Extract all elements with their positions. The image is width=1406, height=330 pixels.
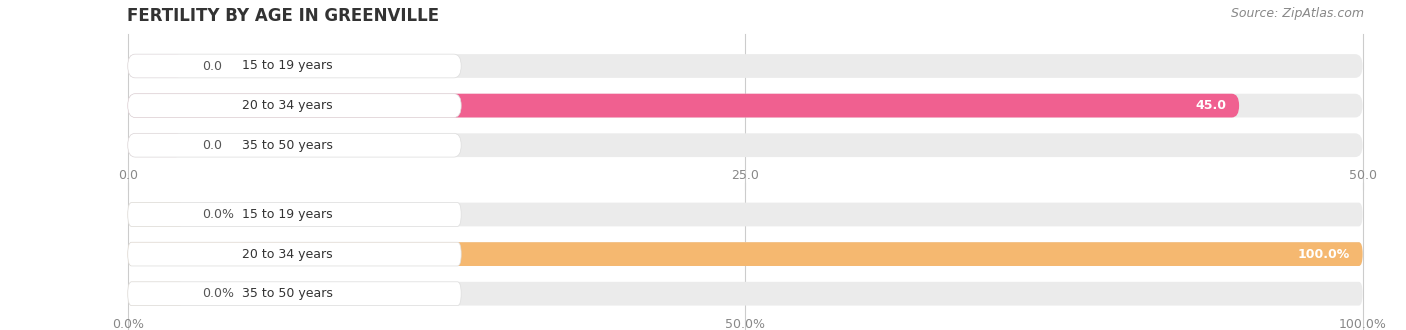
Text: FERTILITY BY AGE IN GREENVILLE: FERTILITY BY AGE IN GREENVILLE bbox=[127, 7, 439, 25]
FancyBboxPatch shape bbox=[128, 133, 183, 157]
FancyBboxPatch shape bbox=[128, 94, 1362, 117]
FancyBboxPatch shape bbox=[128, 242, 1362, 266]
Text: 15 to 19 years: 15 to 19 years bbox=[242, 208, 333, 221]
FancyBboxPatch shape bbox=[128, 94, 1239, 117]
Text: 35 to 50 years: 35 to 50 years bbox=[242, 139, 333, 152]
Text: 100.0%: 100.0% bbox=[1298, 248, 1350, 261]
Text: Source: ZipAtlas.com: Source: ZipAtlas.com bbox=[1230, 7, 1364, 19]
Text: 0.0: 0.0 bbox=[202, 59, 222, 73]
FancyBboxPatch shape bbox=[128, 242, 461, 266]
Text: 45.0: 45.0 bbox=[1195, 99, 1227, 112]
Text: 0.0: 0.0 bbox=[202, 139, 222, 152]
FancyBboxPatch shape bbox=[128, 94, 461, 117]
Text: 20 to 34 years: 20 to 34 years bbox=[242, 248, 333, 261]
FancyBboxPatch shape bbox=[128, 282, 461, 306]
FancyBboxPatch shape bbox=[128, 133, 461, 157]
FancyBboxPatch shape bbox=[128, 54, 1362, 78]
Text: 35 to 50 years: 35 to 50 years bbox=[242, 287, 333, 300]
Text: 15 to 19 years: 15 to 19 years bbox=[242, 59, 333, 73]
FancyBboxPatch shape bbox=[128, 54, 461, 78]
FancyBboxPatch shape bbox=[128, 242, 1362, 266]
FancyBboxPatch shape bbox=[128, 203, 1362, 226]
FancyBboxPatch shape bbox=[128, 282, 1362, 306]
Text: 20 to 34 years: 20 to 34 years bbox=[242, 99, 333, 112]
FancyBboxPatch shape bbox=[128, 203, 183, 226]
FancyBboxPatch shape bbox=[128, 203, 461, 226]
FancyBboxPatch shape bbox=[128, 282, 183, 306]
Text: 0.0%: 0.0% bbox=[202, 208, 233, 221]
FancyBboxPatch shape bbox=[128, 54, 183, 78]
FancyBboxPatch shape bbox=[128, 133, 1362, 157]
Text: 0.0%: 0.0% bbox=[202, 287, 233, 300]
